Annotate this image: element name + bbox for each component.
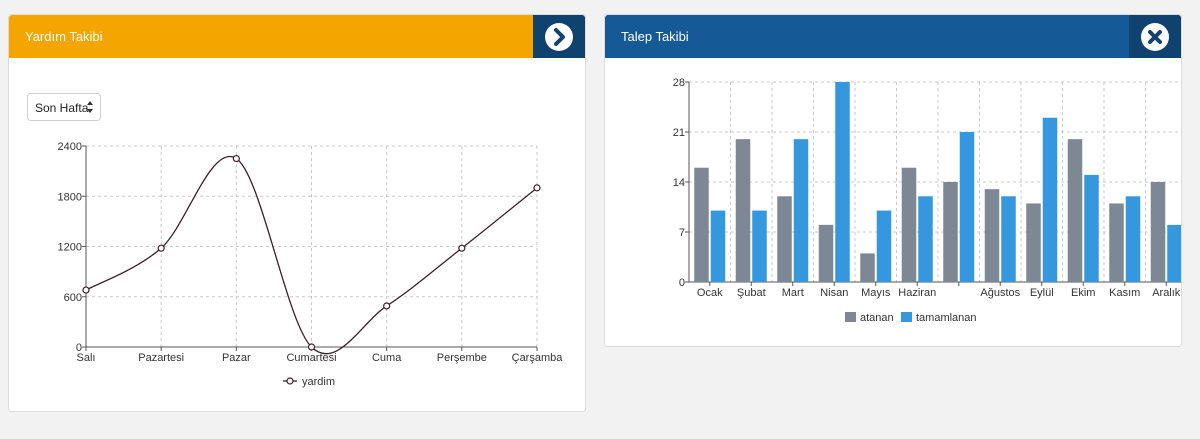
data-point: [383, 302, 391, 310]
x-tick-label: Cuma: [372, 352, 402, 364]
legend-label: atanan: [860, 312, 894, 324]
x-tick-label: Mart: [782, 287, 804, 299]
x-tick-label: Perşembe: [437, 352, 487, 364]
y-tick-label: 2400: [58, 141, 82, 153]
y-tick-label: 0: [679, 277, 685, 289]
x-tick-label: Eylül: [1030, 287, 1054, 299]
x-tick-label: Cumartesi: [286, 352, 336, 364]
y-tick-label: 1200: [58, 242, 82, 254]
y-tick-label: 21: [673, 127, 685, 139]
request-tracking-header: Talep Takibi: [605, 15, 1181, 58]
x-tick-label: Ekim: [1071, 287, 1095, 299]
bar-atanan: [943, 182, 958, 282]
panel-title: Talep Takibi: [621, 29, 689, 44]
bar-tamamlanan: [710, 210, 726, 282]
bar-tamamlanan: [959, 132, 975, 282]
bar-tamamlanan: [1084, 174, 1099, 282]
bar-atanan: [818, 224, 834, 282]
help-tracking-panel: Yardım Takibi Son Hafta 0 600 1200 1800 2400…: [8, 14, 586, 412]
bar-tamamlanan: [1167, 224, 1181, 282]
bar-tamamlanan: [752, 210, 767, 282]
data-point: [307, 343, 316, 351]
x-tick-label: Kasım: [1109, 287, 1140, 299]
select-caret-icon: [87, 101, 93, 113]
bar-atanan: [777, 196, 792, 282]
x-tick-label: Pazar: [222, 352, 251, 364]
x-tick-label: Nisan: [820, 287, 848, 299]
x-tick-label: Mayıs: [861, 287, 891, 299]
period-select[interactable]: Son Hafta: [27, 93, 101, 121]
bar-tamamlanan: [1042, 117, 1058, 282]
data-point: [533, 184, 541, 192]
help-line-chart: 0 600 1200 1800 2400 Salı Pazartesi Pazar Cumar…: [58, 141, 564, 388]
legend-label: tamamlanan: [916, 312, 977, 324]
bar-atanan: [860, 253, 875, 282]
help-tracking-header: Yardım Takibi: [9, 15, 585, 58]
bar-atanan: [735, 139, 751, 282]
data-point: [157, 244, 165, 252]
x-tick-label: Ağustos: [980, 287, 1020, 299]
close-button[interactable]: [1129, 15, 1181, 58]
x-tick-label: Haziran: [898, 287, 936, 299]
bar-tamamlanan: [876, 210, 892, 282]
bar-tamamlanan: [918, 196, 933, 282]
expand-button[interactable]: [533, 15, 585, 58]
y-tick-label: 28: [673, 77, 685, 89]
legend-label: yardim: [302, 376, 335, 388]
bar-tamamlanan: [793, 139, 809, 282]
bar-atanan: [1150, 182, 1166, 282]
x-tick-label: Ocak: [697, 287, 723, 299]
bar-atanan: [901, 167, 917, 282]
bar-atanan: [1067, 139, 1083, 282]
x-tick-label: Aralık: [1152, 287, 1181, 299]
bar-atanan: [984, 189, 1000, 282]
x-tick-label: Pazartesi: [138, 352, 184, 364]
legend-marker: [286, 377, 294, 385]
x-tick-label: Çarşamba: [512, 352, 564, 364]
x-tick-label: Salı: [77, 352, 96, 364]
bar-tamamlanan: [1125, 196, 1141, 282]
y-tick-label: 7: [679, 227, 685, 239]
bar-atanan: [694, 167, 709, 282]
period-select-value: Son Hafta: [35, 101, 89, 115]
bar-atanan: [1026, 203, 1041, 282]
request-bar-chart: 0 7 14 21 28 Ocak Şubat Mart Nisan Mayıs Haziran A…: [673, 77, 1181, 324]
bar-tamamlanan: [1001, 196, 1016, 282]
x-tick-label: Şubat: [737, 287, 766, 299]
data-point: [458, 244, 466, 252]
legend-swatch-tamamlanan: [901, 312, 912, 322]
bar-tamamlanan: [835, 82, 850, 282]
request-tracking-panel: Talep Takibi 0 7 14 21 28 Ocak Şubat Mart Nisan…: [604, 14, 1182, 347]
chevron-right-circle-icon: [545, 23, 573, 51]
legend-swatch-atanan: [845, 312, 856, 322]
data-point: [82, 286, 90, 294]
y-tick-label: 0: [76, 342, 82, 354]
close-circle-icon: [1141, 23, 1169, 51]
y-tick-label: 600: [64, 292, 82, 304]
data-point: [232, 154, 240, 163]
panel-title: Yardım Takibi: [25, 29, 103, 44]
bar-atanan: [1109, 203, 1124, 282]
y-tick-label: 14: [673, 177, 685, 189]
y-tick-label: 1800: [58, 191, 82, 203]
series-line-yardim: [85, 155, 538, 355]
